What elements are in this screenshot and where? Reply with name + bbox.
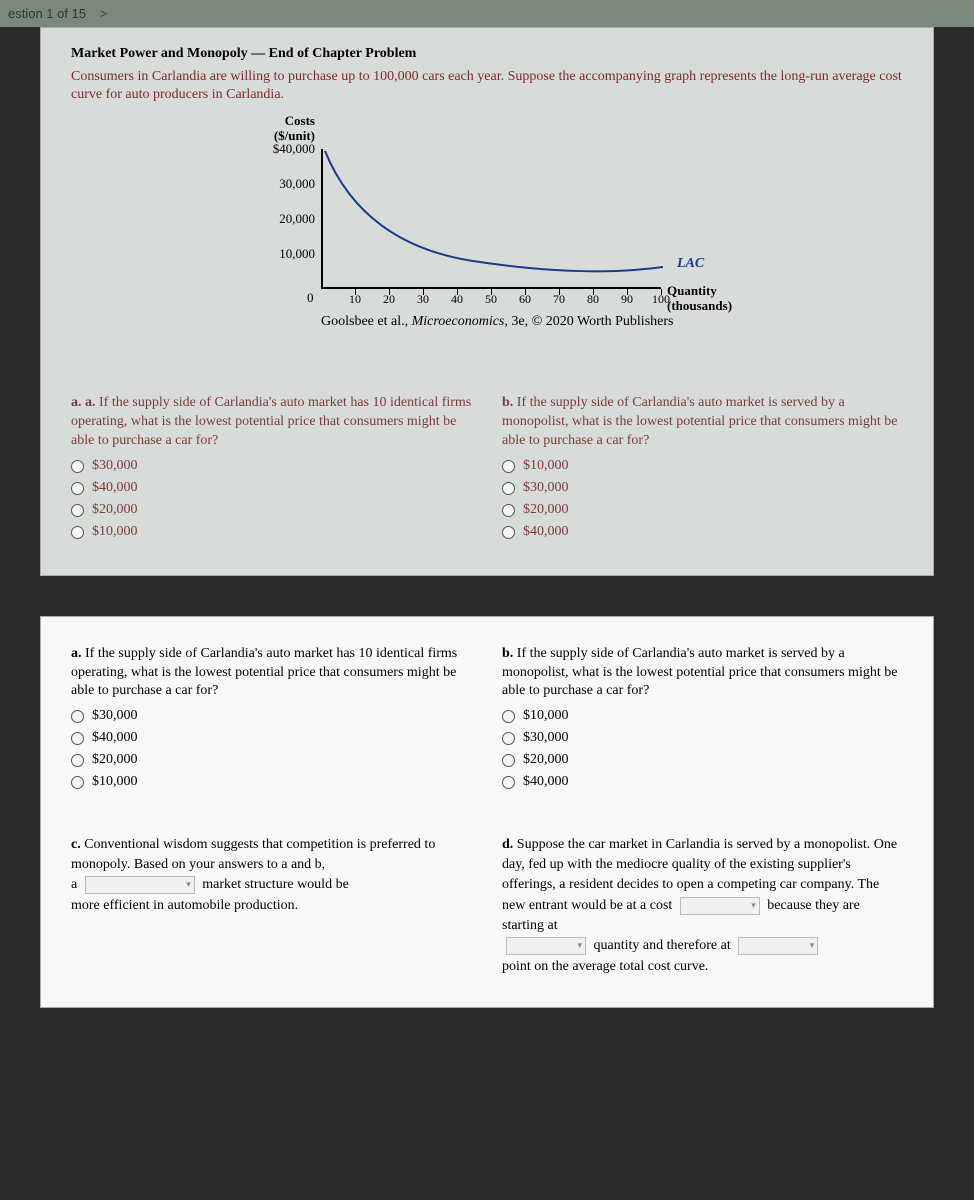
c-text-a: a [71, 877, 77, 892]
dropdown-d-3[interactable] [738, 937, 818, 955]
problem-panel-2: a. If the supply side of Carlandia's aut… [40, 616, 934, 1008]
radio-icon[interactable] [502, 776, 515, 789]
next-chevron[interactable]: > [100, 6, 108, 21]
problem-title: Market Power and Monopoly — End of Chapt… [71, 46, 903, 62]
y-tick-label: 30,000 [227, 176, 315, 192]
y-tick-label: $40,000 [227, 141, 315, 157]
radio-icon[interactable] [71, 710, 84, 723]
y-axis-title: Costs ($/unit) [227, 114, 315, 143]
option-label: $40,000 [523, 523, 569, 542]
radio-option[interactable]: $10,000 [502, 457, 903, 476]
option-label: $20,000 [523, 501, 569, 520]
radio-icon[interactable] [502, 710, 515, 723]
radio-icon[interactable] [502, 732, 515, 745]
dropdown-d-1[interactable] [680, 897, 760, 915]
radio-icon[interactable] [71, 504, 84, 517]
c-text-post: market structure would be [202, 877, 349, 892]
radio-option[interactable]: $40,000 [502, 773, 903, 792]
question-a: a. a. If the supply side of Carlandia's … [71, 394, 472, 544]
origin-label: 0 [307, 290, 314, 306]
radio-option[interactable]: $40,000 [502, 523, 903, 542]
question-b: b. If the supply side of Carlandia's aut… [502, 394, 903, 544]
qa-row-1: a. a. If the supply side of Carlandia's … [71, 394, 903, 544]
question-a-text: a. a. If the supply side of Carlandia's … [71, 394, 472, 451]
plot-area [321, 149, 661, 289]
y-tick-label: 20,000 [227, 211, 315, 227]
radio-option[interactable]: $20,000 [502, 501, 903, 520]
d-cost-label: cost [650, 898, 673, 913]
chart-container: Costs ($/unit) $40,000 30,000 20,000 10,000… [71, 114, 903, 374]
option-label: $10,000 [523, 707, 569, 726]
d-qty: quantity and therefore at [594, 938, 731, 953]
dropdown-c-1[interactable] [85, 876, 195, 894]
radio-option[interactable]: $30,000 [71, 707, 472, 726]
problem-body: Consumers in Carlandia are willing to pu… [71, 68, 903, 104]
option-label: $20,000 [92, 751, 138, 770]
option-label: $20,000 [523, 751, 569, 770]
radio-icon[interactable] [71, 776, 84, 789]
question-a-2: a. If the supply side of Carlandia's aut… [71, 645, 472, 795]
y-tick-label: 10,000 [227, 246, 315, 262]
radio-icon[interactable] [502, 754, 515, 767]
radio-icon[interactable] [71, 460, 84, 473]
chart-citation: Goolsbee et al., Microeconomics, 3e, © 2… [321, 314, 721, 330]
radio-option[interactable]: $30,000 [502, 479, 903, 498]
d-end: point on the average total cost curve. [502, 959, 708, 974]
nav-label: estion 1 of 15 [8, 6, 86, 21]
lac-label: LAC [677, 256, 704, 272]
lac-chart: Costs ($/unit) $40,000 30,000 20,000 10,000… [227, 114, 747, 374]
question-d: d. Suppose the car market in Carlandia i… [502, 835, 903, 977]
radio-option[interactable]: $40,000 [71, 729, 472, 748]
question-b-2: b. If the supply side of Carlandia's aut… [502, 645, 903, 795]
option-label: $40,000 [523, 773, 569, 792]
radio-icon[interactable] [502, 482, 515, 495]
option-label: $30,000 [92, 457, 138, 476]
option-label: $20,000 [92, 501, 138, 520]
radio-option[interactable]: $20,000 [71, 501, 472, 520]
radio-option[interactable]: $10,000 [71, 523, 472, 542]
radio-option[interactable]: $40,000 [71, 479, 472, 498]
dropdown-d-2[interactable] [506, 937, 586, 955]
question-nav: estion 1 of 15 > [0, 0, 974, 27]
radio-option[interactable]: $20,000 [71, 751, 472, 770]
option-label: $10,000 [92, 523, 138, 542]
radio-icon[interactable] [71, 482, 84, 495]
option-label: $30,000 [92, 707, 138, 726]
radio-icon[interactable] [71, 526, 84, 539]
radio-option[interactable]: $10,000 [71, 773, 472, 792]
c-text-line2: more efficient in automobile production. [71, 898, 298, 913]
problem-panel-1: Market Power and Monopoly — End of Chapt… [40, 27, 934, 576]
radio-icon[interactable] [71, 754, 84, 767]
radio-option[interactable]: $30,000 [71, 457, 472, 476]
x-axis-title: Quantity (thousands) [667, 284, 732, 313]
radio-icon[interactable] [502, 526, 515, 539]
radio-option[interactable]: $10,000 [502, 707, 903, 726]
radio-icon[interactable] [502, 504, 515, 517]
question-b-text: b. If the supply side of Carlandia's aut… [502, 394, 903, 451]
lac-curve [323, 149, 663, 289]
radio-option[interactable]: $20,000 [502, 751, 903, 770]
qa-row-2: a. If the supply side of Carlandia's aut… [71, 645, 903, 795]
parts-c-d: c. Conventional wisdom suggests that com… [71, 835, 903, 977]
option-label: $40,000 [92, 479, 138, 498]
option-label: $10,000 [523, 457, 569, 476]
radio-option[interactable]: $30,000 [502, 729, 903, 748]
radio-icon[interactable] [502, 460, 515, 473]
option-label: $40,000 [92, 729, 138, 748]
question-c: c. Conventional wisdom suggests that com… [71, 835, 472, 977]
option-label: $30,000 [523, 479, 569, 498]
option-label: $10,000 [92, 773, 138, 792]
radio-icon[interactable] [71, 732, 84, 745]
option-label: $30,000 [523, 729, 569, 748]
